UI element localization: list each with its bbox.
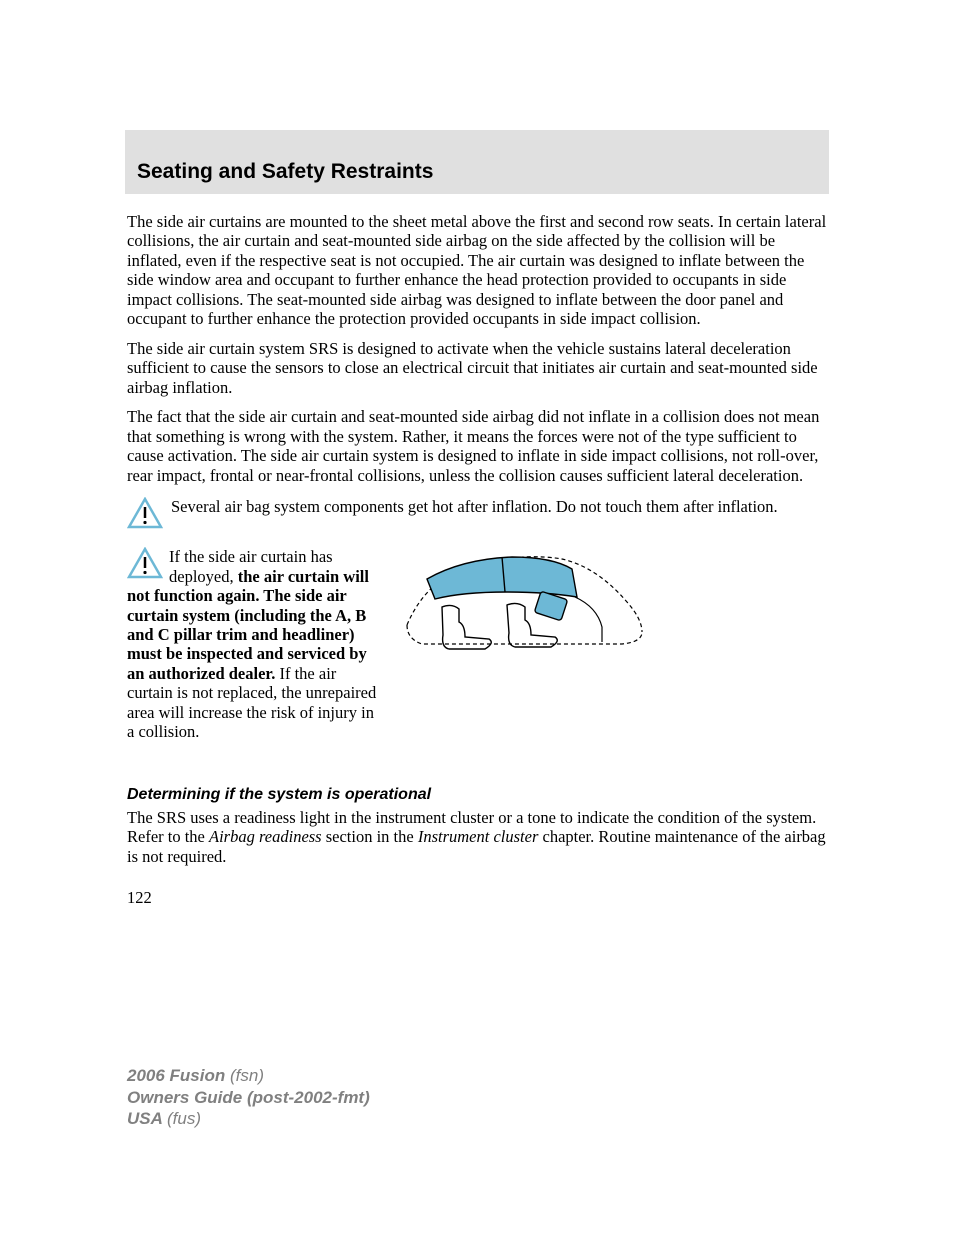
footer-line-2: Owners Guide (post-2002-fmt) [127,1087,370,1108]
warning-block-1: Several air bag system components get ho… [127,497,827,529]
subheading: Determining if the system is operational [127,786,827,804]
warning-with-diagram: If the side air curtain has deployed, th… [127,547,827,742]
section-title: Seating and Safety Restraints [125,160,829,184]
closing-ital1: Airbag readiness [209,827,322,846]
footer-model: 2006 Fusion [127,1066,230,1085]
footer-model-code: (fsn) [230,1066,264,1085]
warning-triangle-icon [127,497,163,529]
footer-region-code: (fus) [167,1109,201,1128]
closing-part2: section in the [322,827,418,846]
paragraph-3: The fact that the side air curtain and s… [127,407,827,485]
closing-ital2: Instrument cluster [418,827,539,846]
diagram-container [397,547,827,682]
closing-paragraph: The SRS uses a readiness light in the in… [127,808,827,866]
header-banner: Seating and Safety Restraints [125,130,829,194]
footer-line-1: 2006 Fusion (fsn) [127,1065,370,1086]
warning-2-text-block: If the side air curtain has deployed, th… [127,547,379,742]
footer-line-3: USA (fus) [127,1108,370,1129]
page-container: Seating and Safety Restraints The side a… [0,0,954,968]
paragraph-2: The side air curtain system SRS is desig… [127,339,827,397]
footer: 2006 Fusion (fsn) Owners Guide (post-200… [127,1065,370,1129]
warning-1-text: Several air bag system components get ho… [171,497,778,516]
page-number: 122 [127,888,827,908]
warning-triangle-icon [127,547,163,579]
paragraph-1: The side air curtains are mounted to the… [127,212,827,329]
car-air-curtain-diagram [397,547,647,677]
footer-region: USA [127,1109,167,1128]
